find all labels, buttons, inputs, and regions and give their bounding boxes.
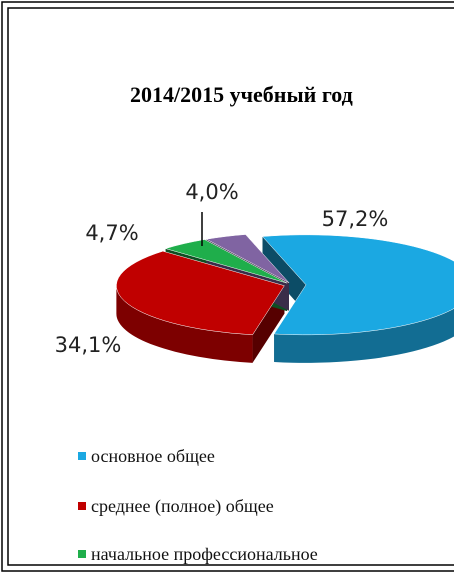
legend-label: начальное профессиональное [91, 544, 318, 564]
slice-side [116, 285, 253, 363]
data-label: 57,2% [322, 207, 389, 231]
legend-label: среднее (полное) общее [91, 496, 274, 517]
legend-swatch [78, 502, 86, 510]
data-label: 4,7% [85, 221, 138, 245]
data-label: 34,1% [55, 333, 122, 357]
inner-frame [7, 7, 454, 566]
legend-swatch [78, 550, 86, 558]
pie-slice [205, 234, 290, 284]
legend-swatch [78, 452, 86, 460]
pie-slice [116, 250, 285, 336]
pie-slice [261, 234, 454, 336]
slice-side [274, 308, 454, 363]
chart-title: 2014/2015 учебный год [130, 82, 353, 107]
slice-wall [262, 236, 306, 313]
legend-label: основное общее [91, 446, 215, 466]
data-label: 4,0% [185, 180, 238, 204]
pie-slice [164, 239, 288, 284]
